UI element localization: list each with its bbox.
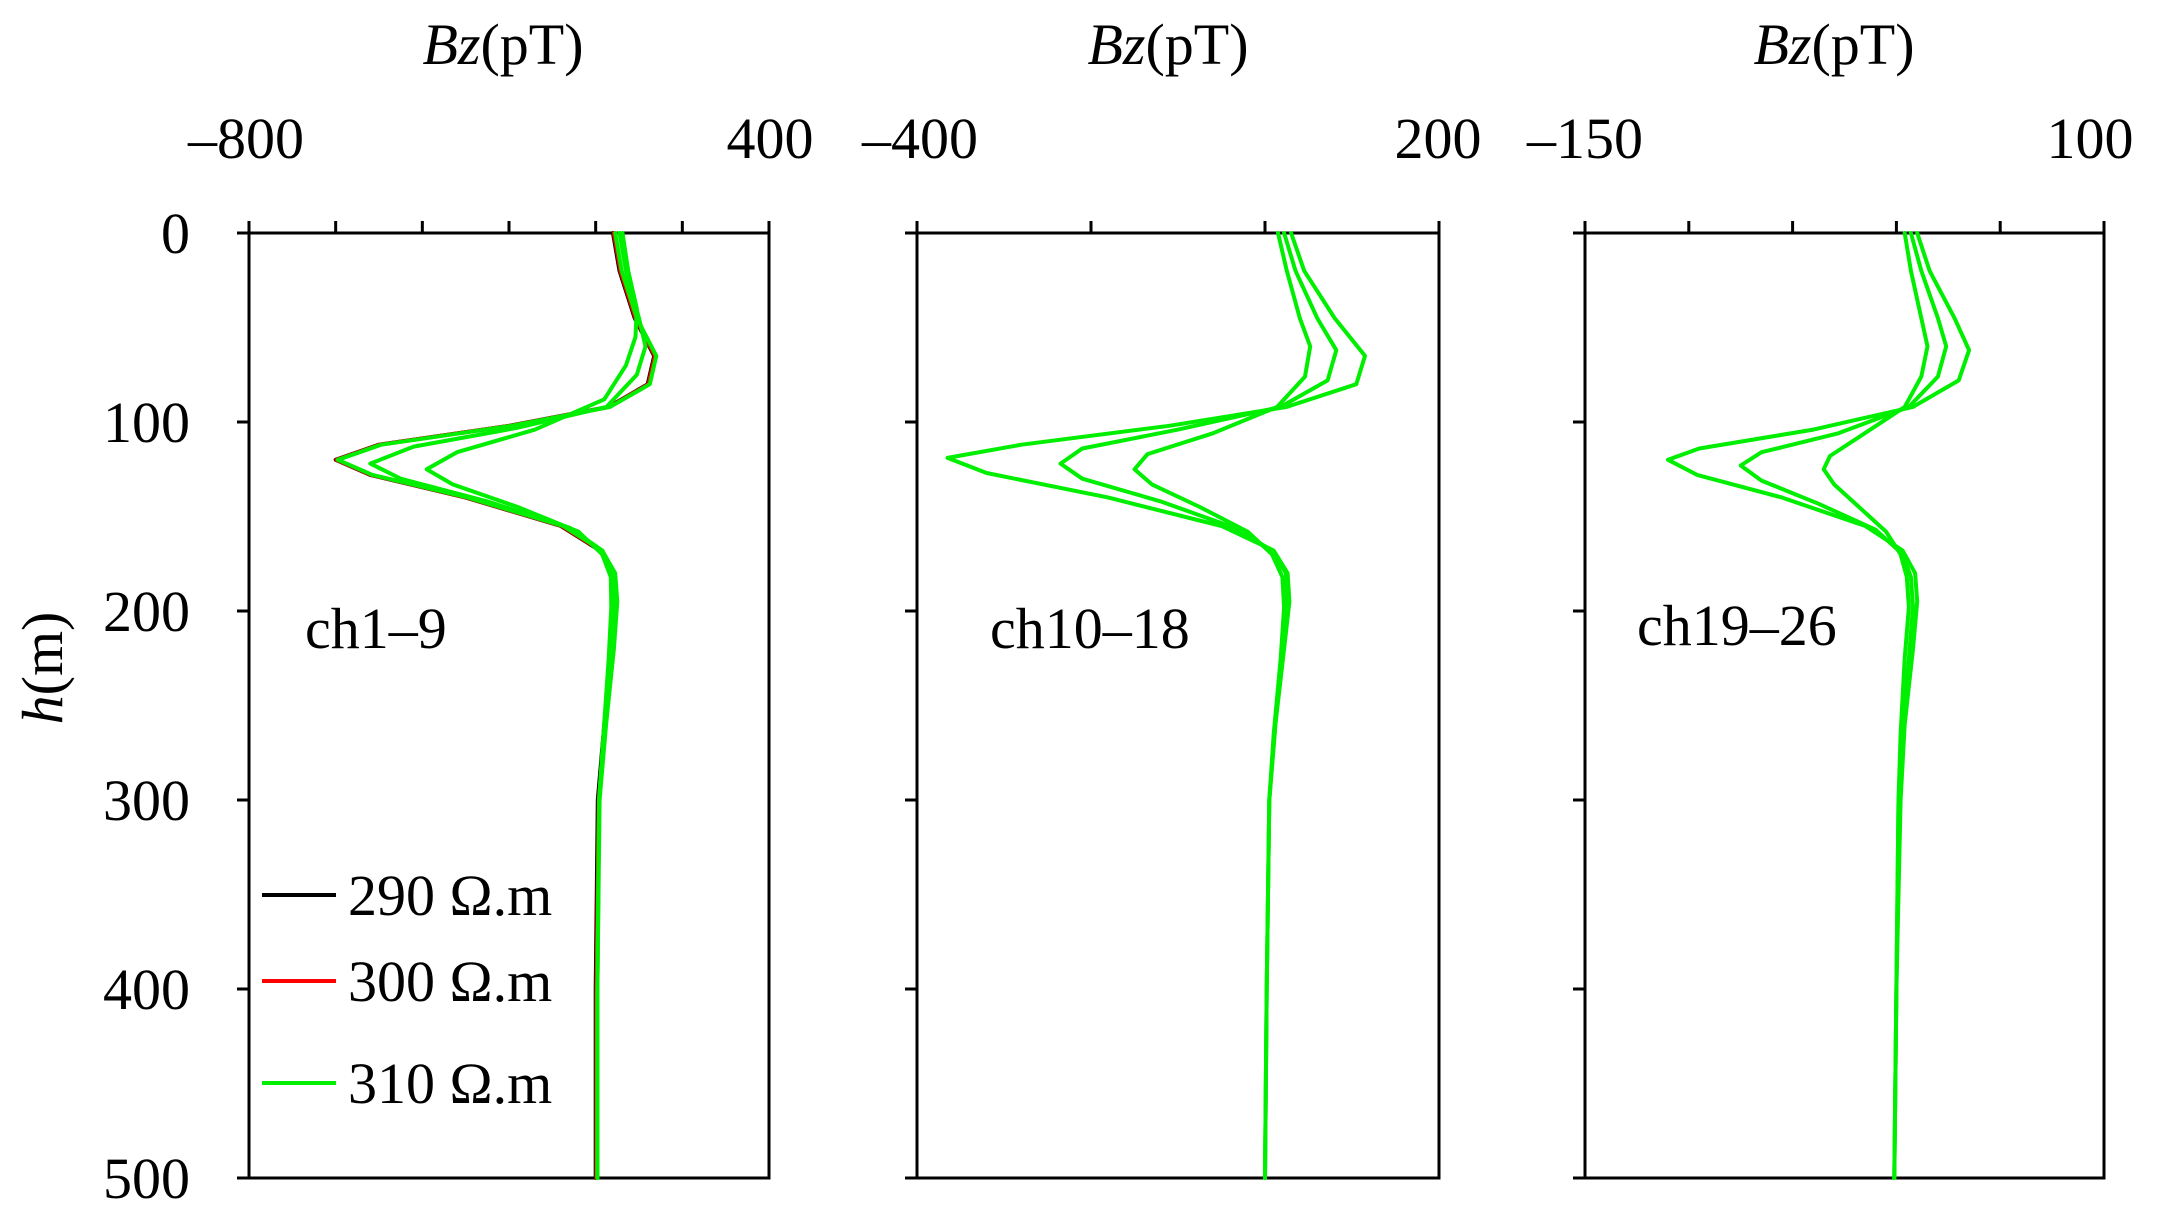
x-tick-label-max: 200	[1395, 106, 1482, 171]
y-tick-label: 300	[103, 768, 190, 833]
series-line	[1058, 231, 1339, 1180]
y-tick-label: 400	[103, 957, 190, 1022]
x-axis-title: Bz(pT)	[1087, 12, 1248, 77]
panel-2-text: Bz(pT) –400 200 ch10–18	[861, 12, 1482, 661]
x-axis-title-unit: (pT)	[1811, 12, 1914, 77]
panel-3-text: Bz(pT) –150 100 ch19–26	[1526, 12, 2134, 658]
x-tick-label-min: –150	[1526, 106, 1643, 171]
panel-1-text: Bz(pT) –800 400 ch1–9	[187, 12, 814, 661]
panel-label: ch10–18	[990, 596, 1190, 661]
plot-frame	[247, 231, 771, 1180]
y-tick-label: 500	[103, 1146, 190, 1211]
chart-panel	[237, 221, 771, 1180]
x-axis-title-symbol: Bz	[1087, 12, 1145, 77]
series-line	[1821, 231, 1930, 1180]
legend-label-300: 300 Ω.m	[348, 949, 552, 1014]
y-axis-title-symbol: h	[10, 695, 75, 724]
series-line	[945, 231, 1367, 1180]
y-tick-label: 200	[103, 579, 190, 644]
plot-frame	[1583, 231, 2106, 1180]
x-axis-title-unit: (pT)	[1145, 12, 1248, 77]
chart-panel	[905, 221, 1441, 1180]
series-line	[424, 231, 639, 1180]
panel-label: ch19–26	[1637, 593, 1837, 658]
panels-group	[237, 221, 2106, 1180]
x-tick-label-min: –400	[861, 106, 978, 171]
series-line	[1132, 231, 1313, 1180]
x-tick-label-max: 400	[727, 106, 814, 171]
x-tick-label-max: 100	[2047, 106, 2134, 171]
y-axis-title: h(m)	[10, 612, 75, 725]
series-line	[1738, 231, 1949, 1180]
y-tick-label: 0	[161, 201, 190, 266]
series-line	[335, 231, 659, 1180]
x-axis-title-symbol: Bz	[1753, 12, 1811, 77]
legend-label-310: 310 Ω.m	[348, 1051, 552, 1116]
y-axis-title-unit: (m)	[10, 612, 75, 696]
legend: 290 Ω.m 300 Ω.m 310 Ω.m	[262, 863, 552, 1116]
y-tick-label: 100	[103, 390, 190, 455]
x-axis-title: Bz(pT)	[422, 12, 583, 77]
legend-label-290: 290 Ω.m	[348, 863, 552, 928]
chart-panel	[1573, 221, 2106, 1180]
x-axis-title: Bz(pT)	[1753, 12, 1914, 77]
x-axis-title-symbol: Bz	[422, 12, 480, 77]
x-tick-label-min: –800	[187, 106, 304, 171]
x-axis-title-unit: (pT)	[480, 12, 583, 77]
panel-label: ch1–9	[305, 596, 447, 661]
plot-frame	[915, 231, 1441, 1180]
y-axis-ticks: 0 100 200 300 400 500	[103, 201, 190, 1211]
series-line	[1666, 231, 1972, 1180]
